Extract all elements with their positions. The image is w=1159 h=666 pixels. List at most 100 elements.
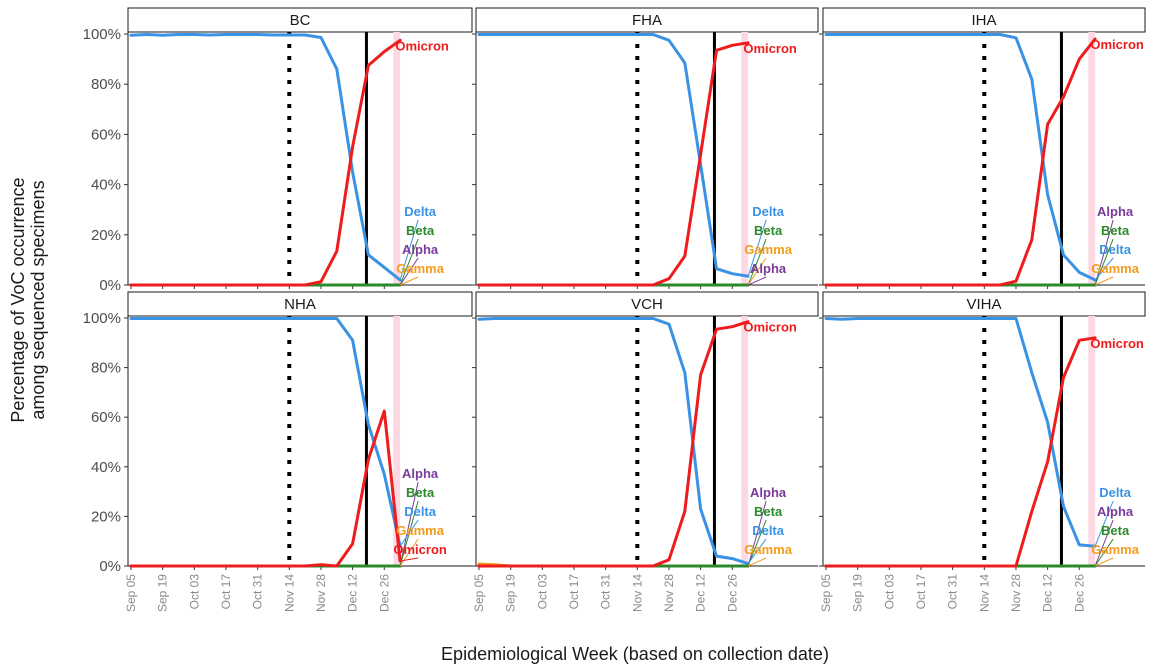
x-tick-label: Nov 14 bbox=[630, 574, 644, 612]
x-tick-label: Nov 28 bbox=[314, 574, 328, 612]
label-leader-line bbox=[399, 538, 419, 567]
series-line-omicron bbox=[477, 41, 750, 287]
x-tick-label: Sep 19 bbox=[156, 574, 170, 612]
x-tick-label: Oct 03 bbox=[187, 574, 201, 610]
x-tick-label: Sep 19 bbox=[504, 574, 518, 612]
panel-strip bbox=[127, 7, 473, 33]
label-leader-line bbox=[747, 557, 767, 567]
highlight-band bbox=[741, 316, 749, 566]
label-leader-line bbox=[747, 538, 767, 564]
series-end-label: Beta bbox=[1101, 223, 1130, 238]
y-axis-title-line: Percentage of VoC occurrence bbox=[8, 177, 28, 422]
series-end-label: Delta bbox=[404, 204, 437, 219]
label-leader-line bbox=[399, 238, 419, 286]
y-tick-label: 0% bbox=[99, 277, 121, 294]
x-tick-label: Dec 12 bbox=[1041, 574, 1055, 612]
panel-nha: NHA 0% 20% 40% 60% 80% 100% Sep 05 Sep 19 Oct 03 O… bbox=[83, 291, 473, 612]
panel-bc: BC 0% 20% 40% 60% 80% 100% Omicron Delta Beta Alph… bbox=[83, 7, 473, 294]
x-tick-label: Oct 17 bbox=[567, 574, 581, 610]
label-leader-line bbox=[1094, 500, 1114, 547]
x-tick-label: Oct 31 bbox=[251, 574, 265, 610]
series-end-label: Alpha bbox=[750, 261, 787, 276]
y-tick-label: 80% bbox=[91, 360, 121, 377]
y-tick-label: 20% bbox=[91, 508, 121, 525]
x-tick-label: Sep 05 bbox=[472, 574, 486, 612]
label-leader-line bbox=[747, 257, 767, 286]
series-end-label: Delta bbox=[752, 523, 785, 538]
series-end-label: Gamma bbox=[744, 542, 792, 557]
panel-title: VIHA bbox=[966, 296, 1001, 313]
series-end-label: Gamma bbox=[744, 242, 792, 257]
series-end-label: Alpha bbox=[402, 242, 439, 257]
panel-strip bbox=[475, 7, 819, 33]
y-tick-label: 40% bbox=[91, 177, 121, 194]
x-tick-label: Nov 14 bbox=[282, 574, 296, 612]
label-leader-line bbox=[1094, 276, 1114, 286]
y-tick-label: 20% bbox=[91, 227, 121, 244]
series-end-label: Alpha bbox=[1097, 504, 1134, 519]
label-leader-line bbox=[399, 219, 419, 281]
series-end-label: Beta bbox=[406, 223, 435, 238]
y-axis-title-line: among sequenced specimens bbox=[28, 180, 48, 419]
label-leader-line bbox=[399, 481, 419, 567]
panel-vch: VCH Sep 05 Sep 19 Oct 03 Oct 17 Oct 31 Nov 14 N… bbox=[472, 291, 819, 612]
label-leader-line bbox=[1094, 557, 1114, 567]
x-tick-label: Sep 05 bbox=[819, 574, 833, 612]
series-end-label: Delta bbox=[752, 204, 785, 219]
x-tick-label: Sep 05 bbox=[124, 574, 138, 612]
x-tick-label: Sep 19 bbox=[851, 574, 865, 612]
series-end-label: Omicron bbox=[743, 320, 797, 335]
series-end-label: Delta bbox=[1099, 485, 1132, 500]
panel-strip bbox=[822, 7, 1146, 33]
x-tick-label: Oct 17 bbox=[914, 574, 928, 610]
series-line-delta bbox=[477, 33, 750, 278]
label-leader-line bbox=[747, 276, 767, 286]
series-end-label: Omicron bbox=[393, 542, 447, 557]
series-end-label: Gamma bbox=[1091, 261, 1139, 276]
x-tick-label: Dec 12 bbox=[694, 574, 708, 612]
panel-fha: FHA Omicron Delta Beta Gamma Alpha bbox=[472, 7, 819, 289]
label-leader-line bbox=[399, 519, 419, 547]
series-line-omicron bbox=[129, 409, 402, 568]
panel-title: IHA bbox=[971, 12, 996, 29]
series-end-label: Alpha bbox=[1097, 204, 1134, 219]
series-end-label: Beta bbox=[406, 485, 435, 500]
label-leader-line bbox=[1094, 219, 1114, 286]
y-tick-label: 60% bbox=[91, 409, 121, 426]
panel-strip bbox=[475, 291, 819, 317]
series-end-label: Beta bbox=[754, 223, 783, 238]
y-axis-title: Percentage of VoC occurrence among sequen… bbox=[8, 177, 48, 422]
highlight-band bbox=[393, 32, 401, 285]
series-end-label: Omicron bbox=[743, 41, 797, 56]
label-leader-line bbox=[747, 219, 767, 277]
series-line-omicron bbox=[824, 37, 1097, 287]
x-tick-label: Nov 28 bbox=[662, 574, 676, 612]
series-line-delta bbox=[824, 317, 1097, 548]
label-leader-line bbox=[1094, 257, 1114, 281]
y-tick-label: 40% bbox=[91, 459, 121, 476]
label-leader-line bbox=[747, 500, 767, 567]
series-line-delta bbox=[129, 317, 402, 548]
y-tick-label: 60% bbox=[91, 126, 121, 143]
panel-title: VCH bbox=[631, 296, 663, 313]
y-tick-label: 80% bbox=[91, 76, 121, 93]
series-end-label: Omicron bbox=[1090, 37, 1144, 52]
series-end-label: Delta bbox=[404, 504, 437, 519]
y-tick-label: 100% bbox=[83, 26, 121, 43]
label-leader-line bbox=[1094, 519, 1114, 567]
x-tick-label: Dec 12 bbox=[346, 574, 360, 612]
label-leader-line bbox=[399, 276, 419, 286]
highlight-band bbox=[741, 32, 749, 285]
highlight-band bbox=[393, 316, 401, 566]
x-axis-title: Epidemiological Week (based on collectio… bbox=[441, 644, 829, 664]
label-leader-line bbox=[400, 557, 419, 562]
x-tick-label: Nov 14 bbox=[977, 574, 991, 612]
series-end-label: Omicron bbox=[395, 38, 449, 53]
label-leader-line bbox=[1094, 538, 1114, 567]
x-tick-label: Oct 03 bbox=[882, 574, 896, 610]
x-tick-label: Dec 26 bbox=[377, 574, 391, 612]
series-end-label: Gamma bbox=[396, 261, 444, 276]
x-tick-label: Nov 28 bbox=[1009, 574, 1023, 612]
